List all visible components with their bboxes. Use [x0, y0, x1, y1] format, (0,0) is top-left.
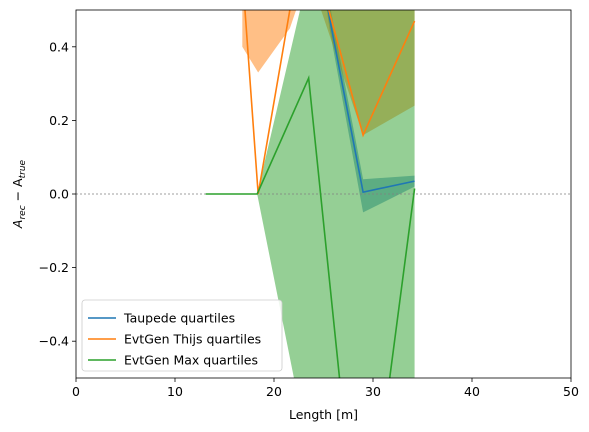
legend: Taupede quartiles EvtGen Thijs quartiles E…	[81, 299, 283, 372]
y-tick-label: −0.2	[39, 260, 69, 275]
x-axis-ticks: 0 10 20 30 40 50	[72, 378, 579, 399]
y-tick-label: −0.4	[39, 334, 69, 349]
line-series-1	[244, 10, 416, 195]
series-lines	[205, 10, 416, 378]
legend-label-2: EvtGen Max quartiles	[124, 353, 258, 368]
x-tick-label: 30	[365, 384, 381, 399]
x-axis-label: Length [m]	[289, 407, 358, 422]
x-tick-label: 20	[266, 384, 282, 399]
x-tick-label: 40	[464, 384, 480, 399]
band-series-2	[205, 10, 415, 378]
legend-box	[81, 299, 283, 372]
y-axis-label-sub1: rec	[18, 205, 28, 219]
legend-label-1: EvtGen Thijs quartiles	[124, 332, 261, 347]
y-tick-label: 0.4	[49, 39, 69, 54]
line-series-0	[327, 10, 415, 194]
y-axis-label-minus: − A	[10, 178, 25, 205]
legend-label-0: Taupede quartiles	[123, 311, 235, 326]
line-series-2	[205, 75, 416, 378]
x-tick-label: 0	[72, 384, 80, 399]
x-tick-label: 10	[167, 384, 183, 399]
y-axis-label-main: A	[10, 220, 25, 230]
y-axis-label-sub2: true	[18, 159, 28, 178]
y-axis-label: Arec − Atrue	[10, 159, 28, 229]
x-tick-label: 50	[563, 384, 579, 399]
confidence-bands	[205, 10, 415, 378]
y-tick-label: 0.0	[49, 187, 69, 202]
y-tick-label: 0.2	[49, 113, 69, 128]
y-axis-ticks: −0.4 −0.2 0.0 0.2 0.4	[39, 39, 76, 349]
svg-text:Arec − Atrue: Arec − Atrue	[10, 159, 28, 229]
